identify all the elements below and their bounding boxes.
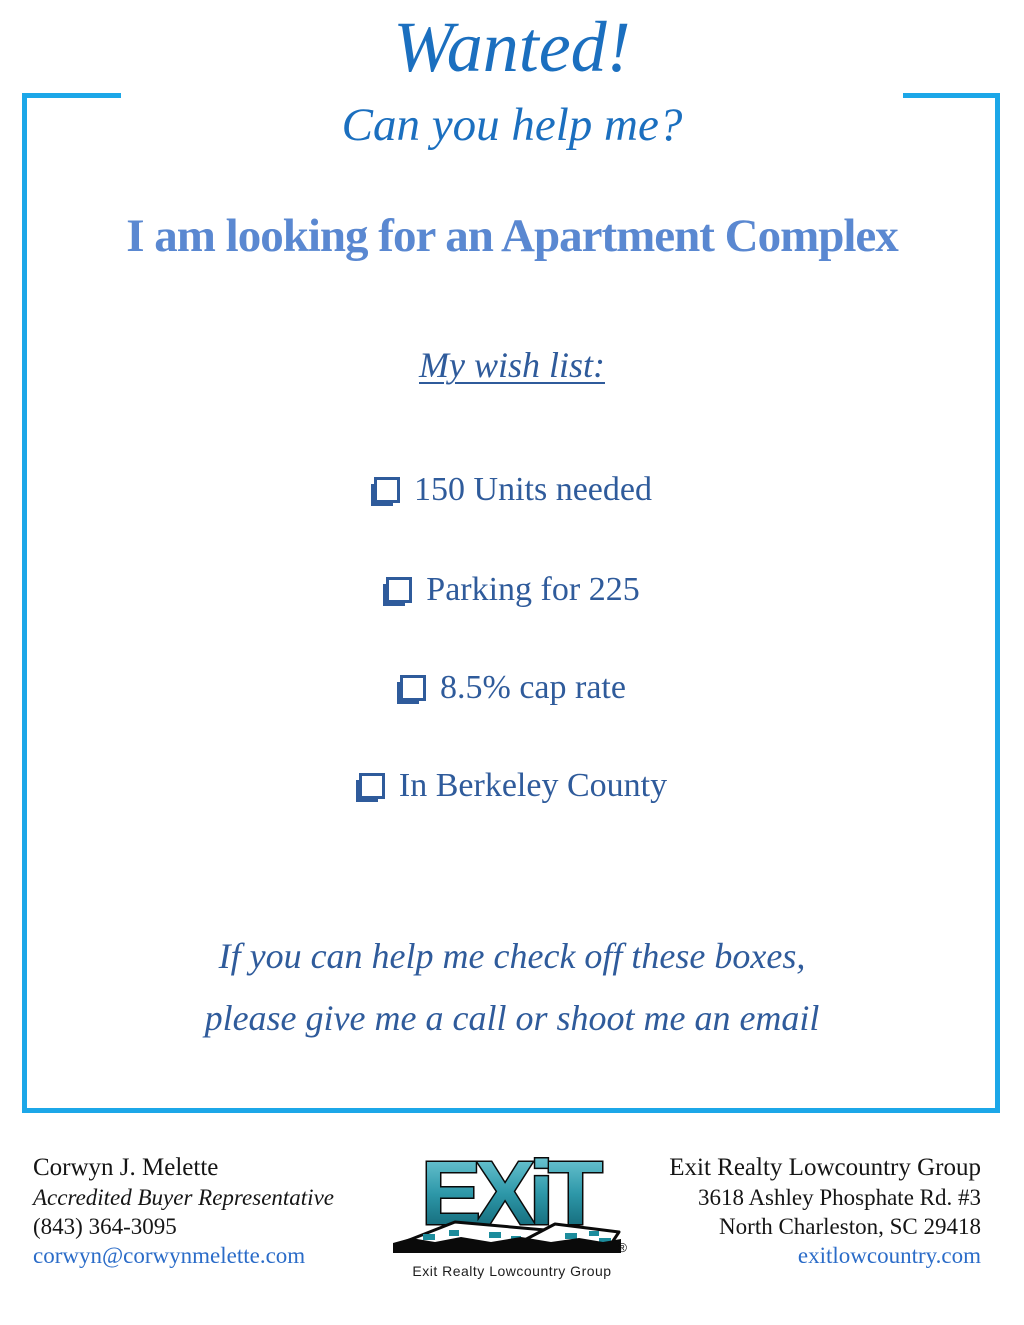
wishlist-item-label: In Berkeley County [398, 767, 668, 804]
main-heading: I am looking for an Apartment Complex [126, 210, 899, 262]
exit-realty-logo: EXiT ® Exit Realty Lowcountry Group [393, 1143, 631, 1279]
wishlist-item-label: 8.5% cap rate [440, 669, 626, 706]
frame-bottom-border [22, 1108, 1000, 1113]
wishlist-heading: My wish list: [419, 345, 605, 385]
page-subtitle: Can you help me? [341, 99, 683, 151]
frame-top-left-segment [22, 93, 121, 98]
wishlist-item: Parking for 225 [0, 568, 1024, 612]
company-address-line1: 3618 Ashley Phosphate Rd. #3 [697, 1185, 981, 1210]
empty-checkbox-icon[interactable] [358, 773, 385, 799]
company-website-link[interactable]: exitlowcountry.com [797, 1243, 981, 1268]
company-contact-block: Exit Realty Lowcountry Group 3618 Ashley… [669, 1152, 981, 1270]
exit-realty-logo-icon: EXiT ® [393, 1143, 627, 1255]
wishlist-item-label: 150 Units needed [414, 471, 652, 508]
agent-name: Corwyn J. Melette [33, 1154, 219, 1181]
empty-checkbox-icon[interactable] [400, 675, 427, 701]
frame-right-border [995, 93, 1000, 1113]
outro-line-2: please give me a call or shoot me an ema… [204, 998, 820, 1038]
registered-trademark-symbol: ® [617, 1240, 627, 1255]
agent-title: Accredited Buyer Representative [33, 1185, 334, 1210]
frame-top-right-segment [903, 93, 1000, 98]
company-name: Exit Realty Lowcountry Group [669, 1154, 981, 1181]
agent-phone: (843) 364-3095 [33, 1214, 177, 1239]
page-title: Wanted! [393, 7, 631, 87]
logo-caption: Exit Realty Lowcountry Group [412, 1263, 612, 1279]
agent-email-link[interactable]: corwyn@corwynmelette.com [33, 1243, 306, 1268]
wishlist-item: In Berkeley County [0, 764, 1024, 808]
frame-left-border [22, 93, 27, 1113]
empty-checkbox-icon[interactable] [374, 477, 401, 503]
company-address-line2: North Charleston, SC 29418 [719, 1214, 981, 1239]
wishlist-item: 150 Units needed [0, 468, 1024, 512]
agent-contact-block: Corwyn J. Melette Accredited Buyer Repre… [33, 1152, 334, 1270]
wishlist-item-label: Parking for 225 [426, 571, 640, 608]
wishlist-item: 8.5% cap rate [0, 666, 1024, 710]
empty-checkbox-icon[interactable] [386, 577, 413, 603]
outro-line-1: If you can help me check off these boxes… [218, 936, 806, 976]
